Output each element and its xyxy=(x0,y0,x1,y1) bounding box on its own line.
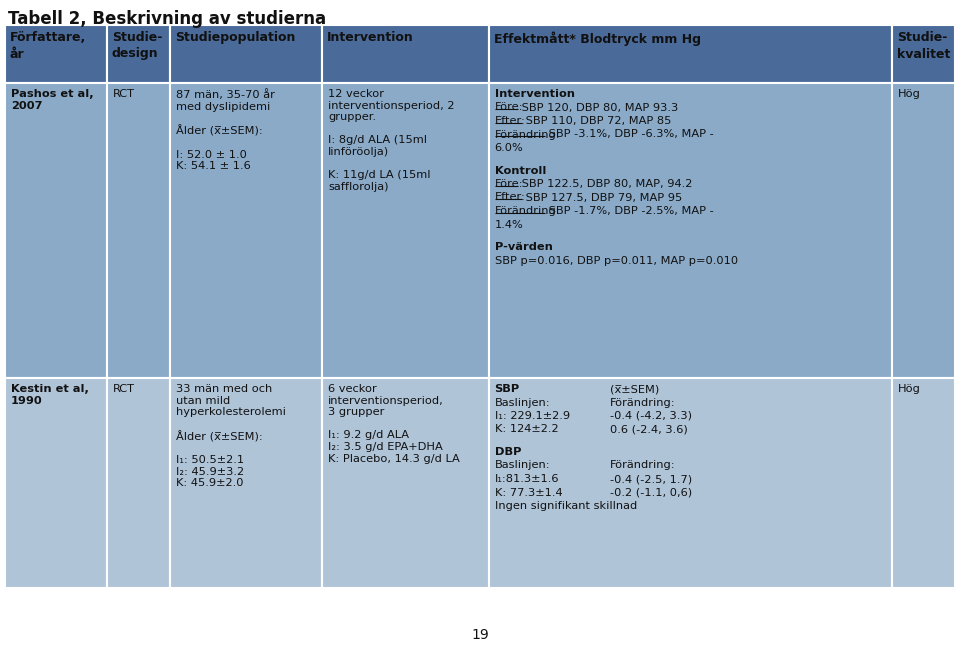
Bar xyxy=(892,378,955,588)
Text: Efter:: Efter: xyxy=(494,193,525,203)
Bar xyxy=(170,83,323,378)
Text: Hög: Hög xyxy=(899,89,922,99)
Text: 87 män, 35-70 år
med dyslipidemi

Ålder (x̅±SEM):

I: 52.0 ± 1.0
K: 54.1 ± 1.6: 87 män, 35-70 år med dyslipidemi Ålder (… xyxy=(177,89,276,171)
Text: Författare,
år: Författare, år xyxy=(10,31,86,61)
Text: 33 män med och
utan mild
hyperkolesterolemi

Ålder (x̅±SEM):

I₁: 50.5±2.1
I₂: 4: 33 män med och utan mild hyperkolesterol… xyxy=(177,384,286,488)
Text: Förändring:: Förändring: xyxy=(610,461,675,471)
Text: RCT: RCT xyxy=(112,384,134,394)
Text: Före:: Före: xyxy=(494,102,523,112)
Text: SBP 120, DBP 80, MAP 93.3: SBP 120, DBP 80, MAP 93.3 xyxy=(517,102,678,112)
Text: Intervention: Intervention xyxy=(327,31,414,44)
Text: Studiepopulation: Studiepopulation xyxy=(176,31,296,44)
Bar xyxy=(892,25,955,83)
Text: Baslinjen:: Baslinjen: xyxy=(494,397,550,407)
Bar xyxy=(489,25,892,83)
Bar xyxy=(5,83,107,378)
Bar xyxy=(323,83,489,378)
Text: Intervention: Intervention xyxy=(494,89,574,99)
Text: SBP: SBP xyxy=(494,384,519,394)
Bar xyxy=(170,378,323,588)
Text: SBP 110, DBP 72, MAP 85: SBP 110, DBP 72, MAP 85 xyxy=(522,116,671,126)
Text: Förändring:: Förändring: xyxy=(494,129,561,139)
Text: -0.2 (-1.1, 0,6): -0.2 (-1.1, 0,6) xyxy=(610,488,691,498)
Text: Ingen signifikant skillnad: Ingen signifikant skillnad xyxy=(494,501,636,511)
Text: Före:: Före: xyxy=(494,179,523,189)
Text: Förändring:: Förändring: xyxy=(494,206,561,216)
Text: I₁:81.3±1.6: I₁:81.3±1.6 xyxy=(494,474,559,484)
Text: Kestin et al,
1990: Kestin et al, 1990 xyxy=(11,384,89,406)
Text: Tabell 2, Beskrivning av studierna: Tabell 2, Beskrivning av studierna xyxy=(8,10,326,28)
Text: Hög: Hög xyxy=(899,384,922,394)
Bar xyxy=(107,83,170,378)
Text: 19: 19 xyxy=(471,628,489,642)
Text: SBP p=0.016, DBP p=0.011, MAP p=0.010: SBP p=0.016, DBP p=0.011, MAP p=0.010 xyxy=(494,255,737,265)
Bar xyxy=(892,83,955,378)
Text: SBP -3.1%, DBP -6.3%, MAP -: SBP -3.1%, DBP -6.3%, MAP - xyxy=(545,129,714,139)
Text: K: 77.3±1.4: K: 77.3±1.4 xyxy=(494,488,563,498)
Text: Studie-
kvalitet: Studie- kvalitet xyxy=(898,31,950,61)
Text: I₁: 229.1±2.9: I₁: 229.1±2.9 xyxy=(494,411,569,421)
Text: DBP: DBP xyxy=(494,447,521,457)
Text: SBP 127.5, DBP 79, MAP 95: SBP 127.5, DBP 79, MAP 95 xyxy=(522,193,683,203)
Text: 1.4%: 1.4% xyxy=(494,220,523,230)
Bar xyxy=(489,83,892,378)
Bar xyxy=(107,25,170,83)
Text: Pashos et al,
2007: Pashos et al, 2007 xyxy=(11,89,94,111)
Text: 0.6 (-2.4, 3.6): 0.6 (-2.4, 3.6) xyxy=(610,424,687,434)
Text: SBP -1.7%, DBP -2.5%, MAP -: SBP -1.7%, DBP -2.5%, MAP - xyxy=(545,206,714,216)
Bar xyxy=(489,378,892,588)
Text: Studie-
design: Studie- design xyxy=(111,31,162,61)
Text: Efter:: Efter: xyxy=(494,116,525,126)
Text: Effektmått* Blodtryck mm Hg: Effektmått* Blodtryck mm Hg xyxy=(493,31,701,46)
Text: Baslinjen:: Baslinjen: xyxy=(494,461,550,471)
Text: -0.4 (-4.2, 3.3): -0.4 (-4.2, 3.3) xyxy=(610,411,691,421)
Text: SBP 122.5, DBP 80, MAP, 94.2: SBP 122.5, DBP 80, MAP, 94.2 xyxy=(517,179,692,189)
Bar xyxy=(170,25,323,83)
Text: 6.0%: 6.0% xyxy=(494,143,523,153)
Text: P-värden: P-värden xyxy=(494,242,552,252)
Bar xyxy=(5,25,107,83)
Bar xyxy=(323,378,489,588)
Text: K: 124±2.2: K: 124±2.2 xyxy=(494,424,558,434)
Bar xyxy=(5,378,107,588)
Text: -0.4 (-2.5, 1.7): -0.4 (-2.5, 1.7) xyxy=(610,474,691,484)
Bar xyxy=(323,25,489,83)
Bar xyxy=(107,378,170,588)
Text: 6 veckor
interventionsperiod,
3 grupper

I₁: 9.2 g/d ALA
I₂: 3.5 g/d EPA+DHA
K: : 6 veckor interventionsperiod, 3 grupper … xyxy=(328,384,460,463)
Text: RCT: RCT xyxy=(112,89,134,99)
Text: Förändring:: Förändring: xyxy=(610,397,675,407)
Text: Kontroll: Kontroll xyxy=(494,166,546,176)
Text: 12 veckor
interventionsperiod, 2
grupper.

I: 8g/d ALA (15ml
linföröolja)

K: 11: 12 veckor interventionsperiod, 2 grupper… xyxy=(328,89,455,192)
Text: (x̅±SEM): (x̅±SEM) xyxy=(610,384,659,394)
